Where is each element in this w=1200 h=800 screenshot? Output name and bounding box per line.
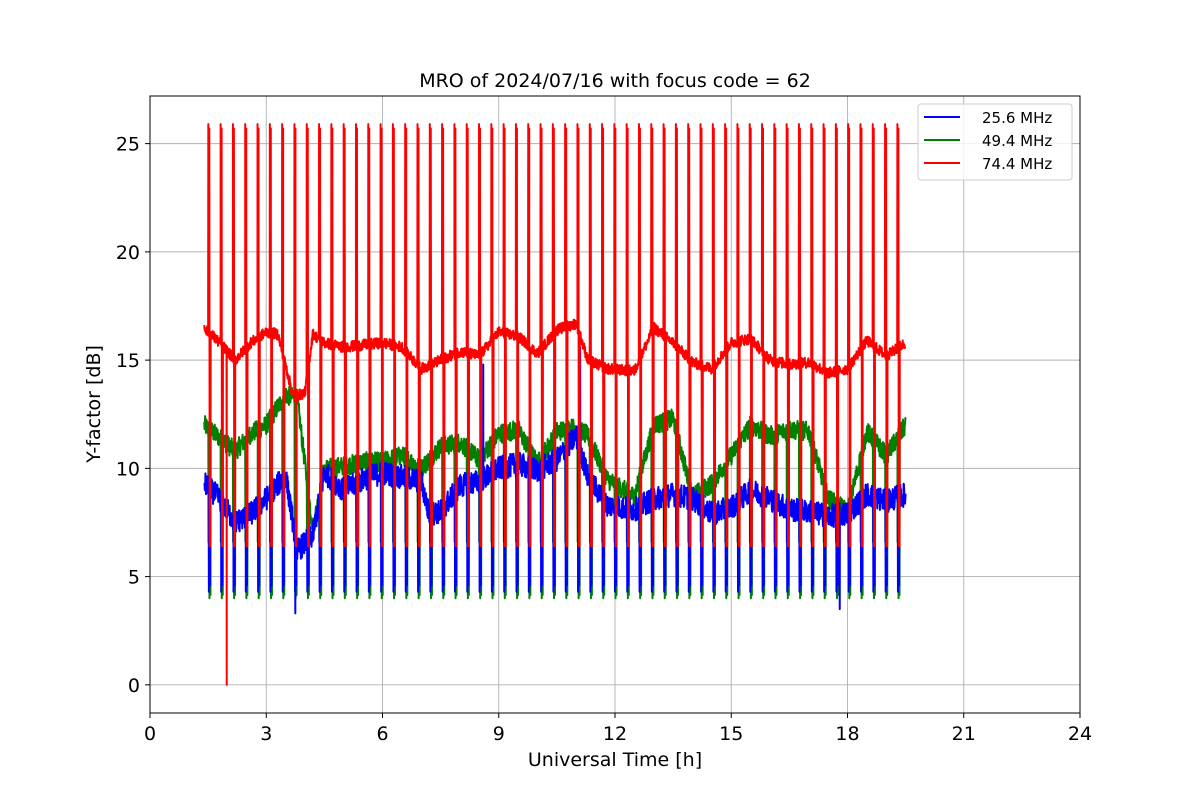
y-tick-label: 20 xyxy=(116,242,140,264)
y-tick-label: 0 xyxy=(128,675,140,697)
x-axis-label: Universal Time [h] xyxy=(528,749,702,771)
series-line-74-4-mhz xyxy=(203,123,907,686)
x-tick-label: 21 xyxy=(952,723,976,745)
legend-box xyxy=(917,103,1073,181)
x-tick-label: 18 xyxy=(835,723,859,745)
x-tick-label: 15 xyxy=(719,723,743,745)
y-tick-label: 5 xyxy=(128,567,140,589)
y-axis-label: Y-factor [dB] xyxy=(83,345,105,464)
series-layer xyxy=(203,123,907,686)
tick-layer: 0 3 6 9 12 15 18 21 24 0 5 10 15 20 25 xyxy=(116,134,1092,745)
x-tick-label: 0 xyxy=(144,723,156,745)
legend-label-25-6: 25.6 MHz xyxy=(982,109,1052,127)
y-tick-label: 15 xyxy=(116,350,140,372)
x-tick-label: 9 xyxy=(493,723,505,745)
chart-title: MRO of 2024/07/16 with focus code = 62 xyxy=(419,70,811,92)
y-tick-label: 10 xyxy=(116,458,140,480)
x-tick-label: 24 xyxy=(1068,723,1092,745)
y-tick-label: 25 xyxy=(116,134,140,156)
legend-label-49-4: 49.4 MHz xyxy=(982,132,1052,150)
legend-label-74-4: 74.4 MHz xyxy=(982,155,1052,173)
x-tick-label: 12 xyxy=(603,723,627,745)
x-tick-label: 6 xyxy=(376,723,388,745)
legend: 25.6 MHz 49.4 MHz 74.4 MHz xyxy=(917,103,1073,181)
x-tick-label: 3 xyxy=(260,723,272,745)
